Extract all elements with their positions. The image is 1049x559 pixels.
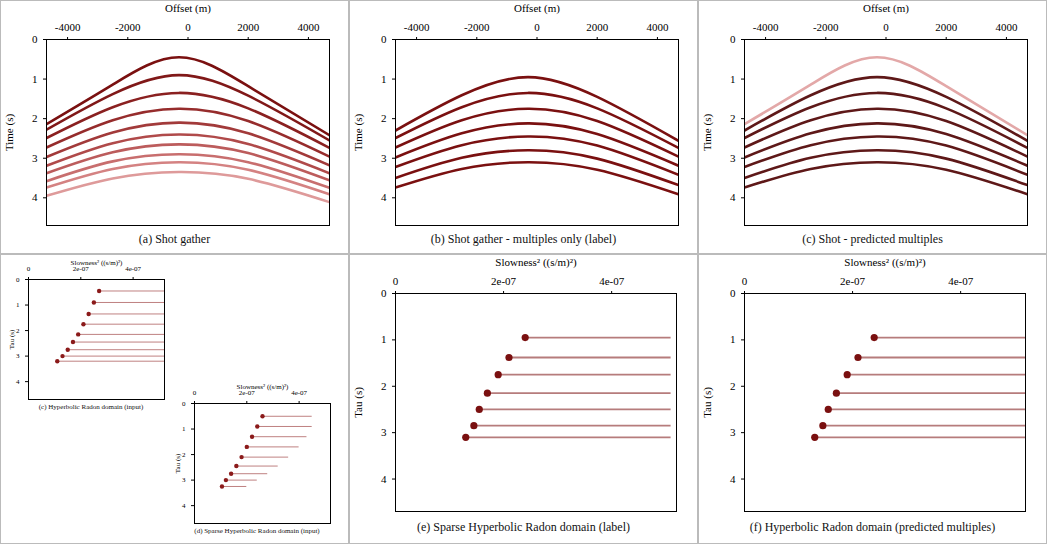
svg-text:Tau (s): Tau (s): [8, 329, 16, 349]
svg-text:1: 1: [381, 333, 387, 345]
svg-text:4e-07: 4e-07: [599, 275, 625, 287]
svg-text:0: 0: [32, 33, 38, 45]
svg-text:3: 3: [32, 152, 38, 164]
html-text:(c) Shot - predicted multiples: (c) Shot - predicted multiples: [802, 232, 943, 246]
svg-text:2e-07: 2e-07: [491, 275, 517, 287]
svg-text:Tau (s): Tau (s): [701, 387, 714, 418]
svg-text:Offset (m): Offset (m): [863, 2, 909, 15]
svg-text:Time (s): Time (s): [352, 114, 365, 152]
svg-text:3: 3: [182, 476, 186, 484]
svg-text:-4000: -4000: [753, 21, 779, 33]
svg-text:0: 0: [381, 287, 387, 299]
svg-text:4000: 4000: [995, 21, 1018, 33]
svg-text:Tau (s): Tau (s): [174, 453, 182, 473]
svg-text:2000: 2000: [586, 21, 609, 33]
svg-text:2: 2: [32, 112, 38, 124]
svg-text:1: 1: [182, 425, 186, 433]
html-text:(c) Hyperbolic Radon domain (i: (c) Hyperbolic Radon domain (input): [38, 403, 144, 411]
svg-text:0: 0: [393, 275, 399, 287]
svg-text:4: 4: [32, 191, 38, 203]
svg-text:0: 0: [185, 21, 191, 33]
svg-text:1: 1: [16, 301, 20, 309]
svg-text:2000: 2000: [237, 21, 260, 33]
svg-text:4: 4: [182, 502, 186, 510]
svg-text:0: 0: [193, 389, 197, 397]
svg-text:4: 4: [730, 473, 736, 485]
svg-text:Tau (s): Tau (s): [352, 387, 365, 418]
svg-text:4: 4: [730, 191, 736, 203]
svg-text:4e-07: 4e-07: [291, 389, 307, 397]
html-text:(a) Shot gather: (a) Shot gather: [138, 232, 211, 246]
svg-text:0: 0: [730, 287, 736, 299]
svg-text:Offset (m): Offset (m): [514, 2, 560, 15]
svg-text:1: 1: [381, 73, 387, 85]
svg-text:0: 0: [730, 33, 736, 45]
html-text:(b) Shot gather - multiples on: (b) Shot gather - multiples only (label): [430, 232, 617, 246]
svg-text:4000: 4000: [646, 21, 669, 33]
svg-text:0: 0: [534, 21, 540, 33]
svg-text:2: 2: [381, 380, 387, 392]
svg-text:-2000: -2000: [813, 21, 839, 33]
svg-text:0: 0: [381, 33, 387, 45]
svg-text:Slowness² ((s/m)²): Slowness² ((s/m)²): [495, 256, 577, 269]
svg-text:4: 4: [381, 473, 387, 485]
svg-text:0: 0: [16, 276, 20, 284]
svg-text:2000: 2000: [935, 21, 958, 33]
svg-text:4: 4: [381, 191, 387, 203]
svg-text:-4000: -4000: [404, 21, 430, 33]
svg-text:2e-07: 2e-07: [72, 264, 89, 273]
svg-text:2: 2: [182, 451, 186, 459]
svg-text:2: 2: [730, 380, 736, 392]
svg-text:Slowness² ((s/m)²): Slowness² ((s/m)²): [844, 256, 926, 269]
svg-text:3: 3: [381, 152, 387, 164]
svg-text:4e-07: 4e-07: [125, 265, 141, 273]
svg-text:3: 3: [16, 352, 20, 360]
svg-text:3: 3: [730, 152, 736, 164]
html-text:(f) Hyperbolic Radon domain (p: (f) Hyperbolic Radon domain (predicted m…: [749, 520, 996, 534]
svg-text:3: 3: [381, 426, 387, 438]
svg-text:0: 0: [742, 275, 748, 287]
svg-text:2: 2: [730, 112, 736, 124]
svg-text:4e-07: 4e-07: [948, 275, 974, 287]
svg-text:2: 2: [381, 112, 387, 124]
svg-text:4: 4: [16, 378, 20, 386]
svg-text:0: 0: [182, 400, 186, 408]
svg-text:2e-07: 2e-07: [840, 275, 866, 287]
svg-text:Time (s): Time (s): [3, 114, 16, 152]
svg-text:0: 0: [27, 265, 31, 273]
svg-text:4000: 4000: [297, 21, 320, 33]
html-text:(d) Sparse Hyperbolic Radon do: (d) Sparse Hyperbolic Radon domain (inpu…: [194, 527, 320, 535]
svg-text:1: 1: [730, 333, 736, 345]
svg-text:-2000: -2000: [464, 21, 490, 33]
svg-text:-2000: -2000: [115, 21, 141, 33]
svg-text:2: 2: [16, 327, 20, 335]
svg-text:3: 3: [730, 426, 736, 438]
svg-text:Offset (m): Offset (m): [165, 2, 211, 15]
svg-text:1: 1: [32, 73, 38, 85]
svg-text:0: 0: [883, 21, 889, 33]
svg-text:Time (s): Time (s): [701, 114, 714, 152]
svg-text:2e-07: 2e-07: [238, 388, 255, 397]
svg-text:Slowness² ((s/m)²): Slowness² ((s/m)²): [71, 259, 124, 267]
html-text:(e) Sparse Hyperbolic Radon do: (e) Sparse Hyperbolic Radon domain (labe…: [417, 520, 630, 534]
svg-text:-4000: -4000: [55, 21, 81, 33]
svg-text:1: 1: [730, 73, 736, 85]
svg-text:Slowness² ((s/m)²): Slowness² ((s/m)²): [237, 383, 290, 391]
